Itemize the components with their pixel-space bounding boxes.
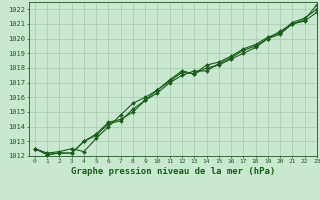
X-axis label: Graphe pression niveau de la mer (hPa): Graphe pression niveau de la mer (hPa)	[71, 167, 275, 176]
